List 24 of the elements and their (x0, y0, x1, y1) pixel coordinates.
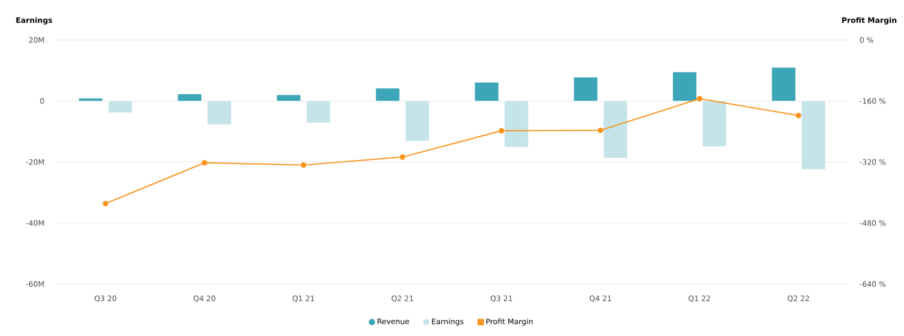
point (400, 154, 406, 160)
bar (178, 94, 202, 102)
point (202, 160, 208, 166)
point (102, 200, 108, 206)
bar (772, 67, 796, 102)
bar (504, 100, 528, 148)
point (696, 96, 702, 102)
bar (603, 100, 628, 158)
point (598, 128, 604, 134)
bar (405, 100, 430, 142)
bar (474, 82, 499, 102)
bar (801, 100, 826, 170)
point (498, 128, 504, 134)
bar (306, 100, 330, 123)
bar (702, 100, 726, 147)
bar (376, 88, 400, 102)
bar (276, 94, 301, 102)
point (300, 162, 306, 168)
bar (108, 100, 132, 113)
bar (574, 77, 598, 102)
point (796, 112, 802, 118)
bar (672, 72, 697, 102)
bar (78, 98, 103, 102)
bar (207, 100, 232, 125)
